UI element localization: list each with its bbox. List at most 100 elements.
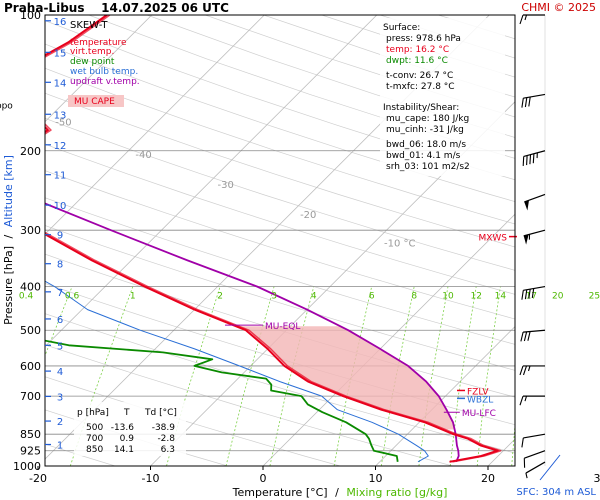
altitude-tick-label: 4 (57, 367, 63, 378)
altitude-tick-label: 12 (54, 141, 67, 152)
wind-barb (523, 229, 546, 245)
credit-label: CHMI © 2025 (521, 1, 596, 14)
mu-cape-label: MU CAPE (74, 97, 115, 107)
wind-barb-half-feather (527, 365, 531, 372)
wind-barb-feather (522, 156, 525, 166)
wind-barb-feather (524, 289, 528, 300)
y-axis-title: Pressure [hPa] / Altitude [km] (2, 155, 15, 325)
mu-lfc-label: MU-LFC (462, 409, 496, 419)
mixing-ratio-label: 17 (526, 292, 537, 302)
table-row-850-p: 850 (86, 445, 103, 455)
mixing-ratio-label: 14 (495, 292, 507, 302)
mxws-label: MXWS (478, 234, 507, 244)
altitude-tick-label: 6 (57, 315, 63, 326)
wind-barb-half-feather (524, 395, 528, 402)
legend-item-wet-bulb: wet bulb temp. (70, 67, 138, 77)
stats-panel-bg (380, 18, 505, 176)
table-row-500-td: -38.9 (152, 423, 176, 433)
legend-item-virt-temp: virt.temp. (70, 47, 114, 57)
updraft-vtemp-line (45, 202, 460, 463)
mixing-ratio-label: 6 (369, 292, 375, 302)
wind-barb-feather (529, 154, 532, 165)
table-header-td: Td [°C] (144, 408, 177, 418)
wind-barb-feather (521, 437, 524, 448)
legend-item-temperature: temperature (70, 38, 127, 48)
altitude-tick-label: 13 (54, 110, 67, 121)
pressure-tick-label: 100 (20, 9, 41, 22)
mixing-ratio-label: 8 (411, 292, 417, 302)
svg-text:Pressure [hPa] / A: Pressure [hPa] / Altitude [km] (2, 155, 15, 325)
temp-tick-label: -10 (142, 472, 160, 485)
mixing-ratio-line (418, 286, 449, 466)
wind-barb-shaft (523, 150, 546, 158)
instability-bwd01: bwd_01: 4.1 m/s (386, 151, 461, 161)
fzl-label: FZLV (467, 387, 489, 397)
temp-tick-label: 30 (594, 472, 600, 485)
altitude-tick-label: 7 (57, 288, 63, 299)
wind-barb-feather (521, 98, 524, 108)
instability-mu-cape: mu_cape: 180 J/kg (386, 114, 469, 124)
wind-barb-feather (519, 395, 524, 406)
instability-bwd06: bwd_06: 18.0 m/s (386, 140, 466, 150)
dry-adiabat (45, 143, 515, 295)
isotherm (45, 15, 153, 123)
isotherm (375, 326, 515, 466)
table-row-500-p: 500 (86, 423, 103, 433)
level-table: p [hPa] T Td [°C] 500 -13.6 -38.9 700 0.… (74, 402, 186, 456)
wind-barb-feather (523, 331, 528, 342)
isotherm-label: -50 (55, 117, 71, 128)
wind-barb-shaft (524, 193, 546, 203)
pressure-tick-label: 700 (20, 390, 41, 403)
wind-barb (519, 14, 545, 25)
pressure-tick-label: 600 (20, 360, 41, 373)
mixing-ratio-line (582, 287, 594, 467)
plot-frame (44, 14, 516, 467)
wind-barb-shaft (523, 285, 546, 291)
y-label-altitude: Altitude [km] (2, 155, 15, 227)
wind-barb-feather (524, 97, 528, 108)
wind-barb (525, 461, 546, 479)
wind-barb-shaft (525, 461, 546, 474)
pressure-tick-label: 500 (20, 324, 41, 337)
wind-barb-shaft (523, 93, 546, 99)
altitude-tick-label: 10 (54, 201, 67, 212)
legend: SKEW-T temperature virt.temp. dew point … (68, 20, 140, 107)
altitude-tick-label: 5 (57, 341, 63, 352)
wind-barb (524, 193, 546, 211)
table-row-700-td: -2.8 (157, 434, 175, 444)
altitude-tick-label: 15 (54, 48, 67, 59)
pressure-tick-label: 300 (20, 224, 41, 237)
mu-cape-area (238, 326, 455, 430)
x-label-mixing: Mixing ratio [g/kg] (346, 486, 447, 499)
chart-title: Praha-Libus 14.07.2025 06 UTC (4, 1, 229, 15)
table-row-850-td: 6.3 (161, 445, 175, 455)
wind-barb-half-feather (524, 14, 528, 21)
wind-barb-feather (528, 289, 531, 299)
wind-barb-feather (527, 331, 531, 341)
mixing-ratio-label: 12 (470, 292, 481, 302)
dry-adiabat (45, 117, 515, 271)
surface-dwpt: dwpt: 11.6 °C (386, 56, 448, 66)
mixing-ratio-label: 4 (311, 292, 317, 302)
wind-barb-pennant (523, 234, 529, 245)
wind-barb (522, 150, 546, 166)
x-label-temperature: Temperature [°C] (232, 486, 328, 499)
mixing-ratio-line (541, 287, 558, 467)
sfc-label: SFC: 304 m ASL (516, 487, 596, 498)
wind-barb (521, 433, 546, 448)
surface-tconv: t-conv: 26.7 °C (386, 71, 453, 81)
wind-barb-feather (531, 288, 535, 299)
mixing-ratio-label: 1 (130, 292, 136, 302)
instability-title: Instability/Shear: (383, 103, 459, 113)
wind-barb-feather (519, 365, 524, 376)
dry-adiabat (45, 283, 515, 426)
pressure-tick-label: 200 (20, 145, 41, 158)
wbzl-label: WBZL (467, 395, 493, 405)
wind-barb-feather (521, 290, 524, 300)
altitude-tick-label: 8 (57, 260, 63, 271)
dry-adiabat (45, 376, 341, 466)
pressure-tick-label: 925 (20, 445, 41, 458)
stats-panel: Surface: press: 978.6 hPa temp: 16.2 °C … (380, 18, 505, 176)
table-row-500-t: -13.6 (111, 423, 135, 433)
